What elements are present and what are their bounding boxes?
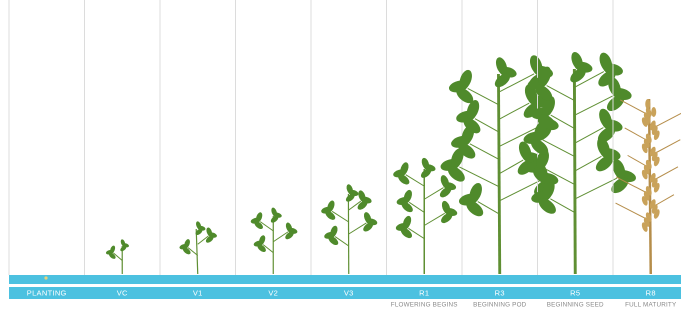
pod	[651, 107, 656, 117]
plant	[179, 221, 218, 274]
plant	[250, 207, 298, 274]
stem	[498, 74, 499, 274]
ground-band	[9, 275, 681, 284]
pod	[645, 115, 650, 125]
pod	[645, 99, 650, 109]
pod	[651, 123, 656, 133]
stage-label: PLANTING	[27, 288, 67, 297]
plant	[320, 183, 378, 274]
stage-label: R8	[646, 288, 656, 297]
stage-description: FLOWERING BEGINS	[391, 302, 458, 309]
stage-label: V3	[344, 288, 354, 297]
stage-label: R3	[495, 288, 505, 297]
stage-description: BEGINNING POD	[473, 302, 527, 309]
stage-description: BEGINNING SEED	[547, 302, 604, 309]
stage-label: R5	[570, 288, 580, 297]
stage-description: FULL MATURITY	[625, 302, 677, 309]
plant	[392, 157, 458, 274]
plant	[522, 50, 637, 274]
plant	[105, 239, 129, 274]
stem	[196, 229, 198, 274]
petiole	[575, 178, 617, 199]
stage-label: R1	[419, 288, 429, 297]
stem	[574, 69, 575, 274]
growth-stages-diagram: PLANTING VC V1 V2 V3 R1 FLOWERING BEGINS R3 BEGI…	[0, 0, 681, 309]
stage-label: V2	[268, 288, 278, 297]
stage-label: V1	[193, 288, 203, 297]
seed	[44, 276, 47, 279]
stage-label: VC	[117, 288, 128, 297]
